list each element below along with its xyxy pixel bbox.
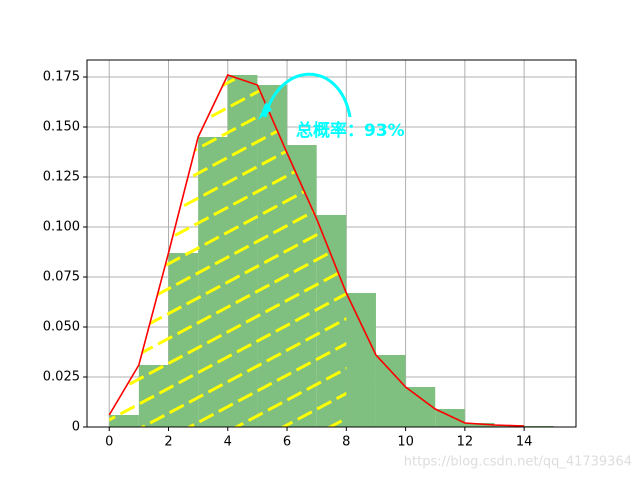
y-tick-label: 0	[72, 420, 80, 435]
x-tick-label: 4	[224, 435, 232, 450]
x-tick-label: 10	[397, 435, 414, 450]
y-tick-label: 0.025	[43, 370, 80, 385]
watermark: https://blog.csdn.net/qq_41739364	[404, 455, 632, 470]
hatch-region	[109, 75, 347, 427]
bar	[346, 293, 376, 427]
arrow-head	[258, 102, 272, 120]
y-tick-label: 0.175	[43, 70, 80, 85]
x-tick-label: 0	[105, 435, 113, 450]
bar	[405, 387, 436, 427]
bar	[464, 423, 495, 427]
y-tick-label: 0.125	[43, 170, 80, 185]
x-tick-label: 2	[164, 435, 172, 450]
x-tick-label: 6	[283, 435, 291, 450]
x-tick-label: 14	[516, 435, 533, 450]
bar	[375, 355, 406, 427]
y-tick-label: 0.050	[43, 320, 80, 335]
x-tick-label: 12	[457, 435, 474, 450]
annotation: 总概率：93%	[296, 120, 405, 141]
y-tick-label: 0.150	[43, 120, 80, 135]
bar	[435, 409, 465, 427]
x-tick-label: 8	[342, 435, 350, 450]
axes-frame	[86, 59, 577, 428]
annotation-arrow	[263, 72, 352, 118]
line	[108, 74, 525, 427]
y-tick-label: 0.075	[43, 270, 80, 285]
y-tick-label: 0.100	[43, 220, 80, 235]
